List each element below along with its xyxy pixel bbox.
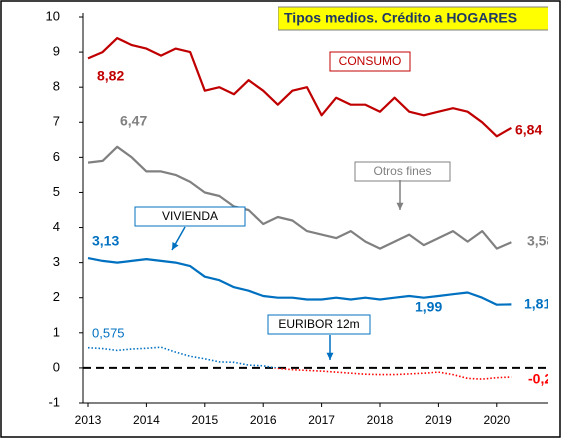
y-tick-label: 10 bbox=[46, 8, 60, 23]
series-line bbox=[87, 145, 512, 250]
series-line bbox=[87, 37, 512, 138]
data-label: 0,575 bbox=[92, 325, 125, 340]
data-label: 6,84 bbox=[515, 122, 542, 138]
title-box bbox=[278, 6, 548, 31]
y-tick-label: 4 bbox=[53, 219, 60, 234]
data-label: 6,47 bbox=[120, 113, 147, 129]
y-tick-label: 3 bbox=[53, 254, 60, 269]
title-group: Tipos medios. Crédito a HOGARES bbox=[278, 6, 548, 31]
data-label: 8,82 bbox=[97, 68, 124, 84]
legend-box bbox=[329, 51, 411, 72]
arrow-head bbox=[396, 202, 404, 210]
y-tick-label: 8 bbox=[53, 79, 60, 94]
legend-label: Otros fines bbox=[373, 164, 431, 178]
legend-label: EURIBOR 12m bbox=[278, 317, 359, 331]
x-tick-label: 2019 bbox=[425, 413, 452, 427]
legend-box bbox=[134, 206, 246, 227]
y-tick-label: 7 bbox=[53, 114, 60, 129]
y-tick-label: 9 bbox=[53, 44, 60, 59]
data-label: 1,81 bbox=[524, 296, 551, 312]
x-tick-label: 2020 bbox=[483, 413, 510, 427]
arrow-head bbox=[172, 242, 179, 250]
series-line bbox=[87, 346, 512, 380]
x-tick-label: 2016 bbox=[250, 413, 277, 427]
arrow-head bbox=[326, 352, 334, 360]
x-tick-label: 2018 bbox=[367, 413, 394, 427]
annotations: 8,82 6,47 3,13 0,575 6,84 3,58 1,99 1,81 -0,26 bbox=[92, 68, 560, 387]
y-tick-label: 6 bbox=[53, 149, 60, 164]
x-tick-label: 2014 bbox=[133, 413, 160, 427]
legend-label: VIVIENDA bbox=[162, 209, 218, 223]
y-tick-label: 5 bbox=[53, 184, 60, 199]
chart-title: Tipos medios. Crédito a HOGARES bbox=[284, 10, 517, 26]
data-label: 1,99 bbox=[415, 299, 442, 315]
y-tick-label: 0 bbox=[53, 359, 60, 374]
y-tick-label: 2 bbox=[53, 289, 60, 304]
plot-area bbox=[87, 37, 512, 380]
x-tick-label: 2013 bbox=[75, 413, 102, 427]
x-tick-label: 2015 bbox=[191, 413, 218, 427]
legend-box bbox=[267, 314, 371, 335]
series-line bbox=[87, 257, 512, 306]
data-label: -0,26 bbox=[528, 371, 560, 387]
data-label: 3,58 bbox=[527, 233, 554, 249]
data-label: 3,13 bbox=[92, 233, 119, 249]
x-tick-label: 2017 bbox=[308, 413, 335, 427]
y-tick-label: 1 bbox=[53, 324, 60, 339]
y-tick-label: -1 bbox=[48, 394, 60, 409]
legend-box bbox=[354, 161, 451, 182]
legend-label: CONSUMO bbox=[339, 54, 402, 68]
